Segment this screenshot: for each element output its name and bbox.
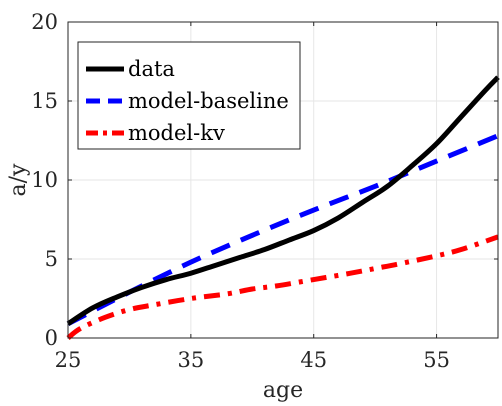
y-tick-label: 5 [45, 247, 58, 271]
series-line-model-baseline [66, 133, 499, 327]
x-tick-label: 45 [300, 348, 327, 372]
legend: data model-baseline model-kv [77, 41, 301, 150]
legend-label-model-kv: model-kv [128, 121, 225, 145]
y-tick-label: 0 [45, 326, 58, 350]
tick-labels: 25 35 45 55 0 5 10 15 20 [31, 10, 450, 372]
legend-label-data: data [128, 57, 175, 81]
x-tick-label: 55 [423, 348, 450, 372]
y-tick-label: 15 [31, 89, 58, 113]
y-tick-label: 20 [31, 10, 58, 34]
series-line-data [66, 75, 500, 326]
axis-ticks [67, 21, 498, 339]
y-tick-label: 10 [31, 168, 58, 192]
y-axis-label: a/y [6, 163, 31, 197]
legend-label-model-baseline: model-baseline [128, 89, 289, 113]
series-group [66, 75, 500, 340]
x-tick-label: 35 [177, 348, 204, 372]
series-line-model-kv [66, 234, 499, 340]
x-tick-label: 25 [55, 348, 82, 372]
x-axis-label: age [263, 378, 303, 403]
